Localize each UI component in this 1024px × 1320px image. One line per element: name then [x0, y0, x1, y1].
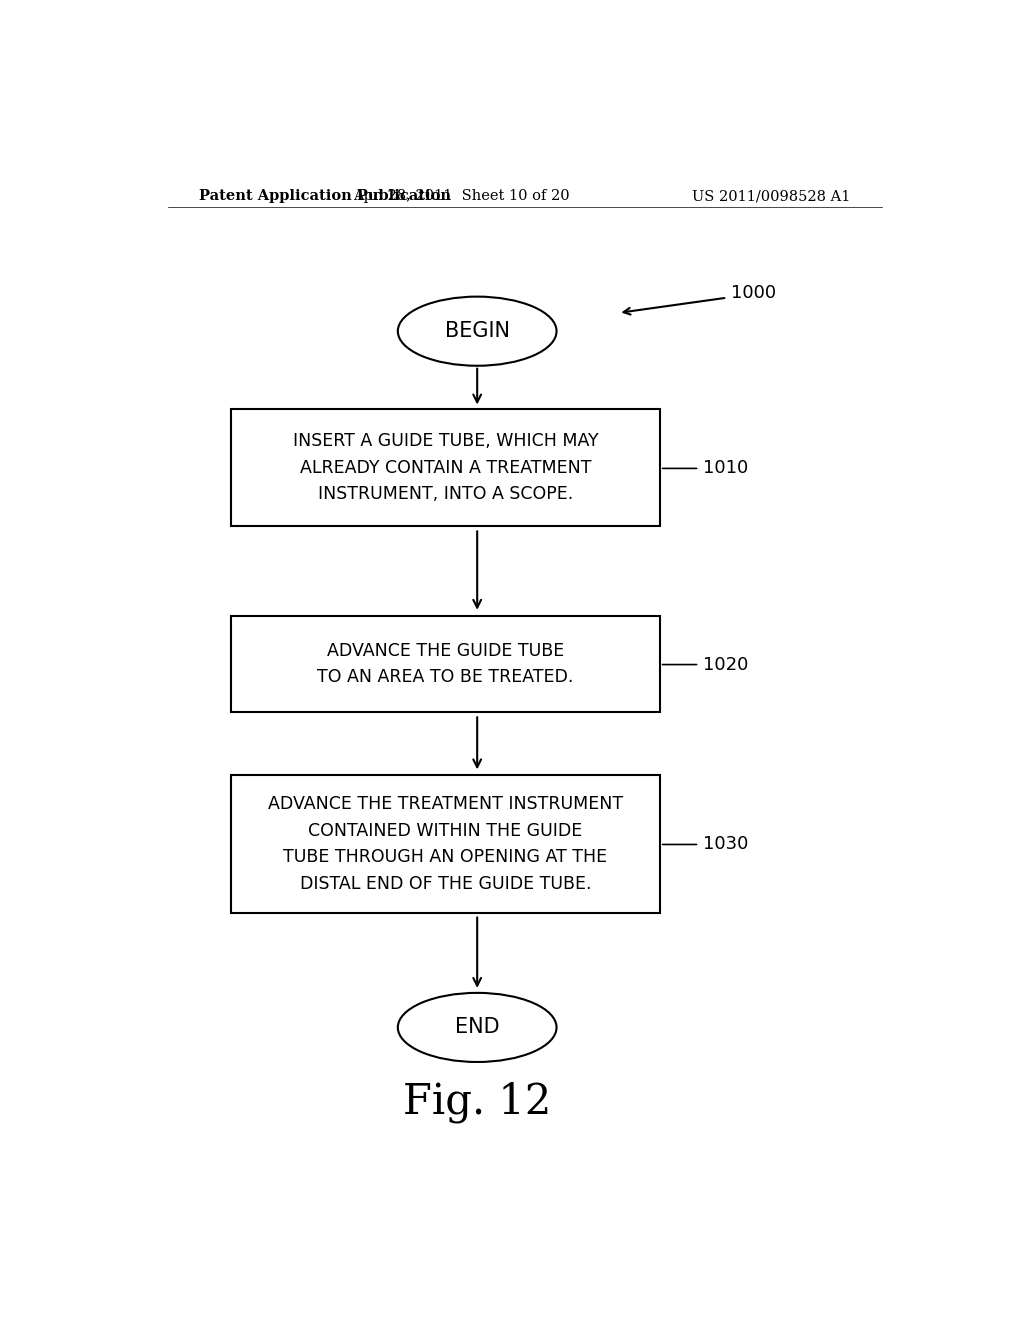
- Text: INSERT A GUIDE TUBE, WHICH MAY
ALREADY CONTAIN A TREATMENT
INSTRUMENT, INTO A SC: INSERT A GUIDE TUBE, WHICH MAY ALREADY C…: [293, 433, 598, 503]
- Text: ADVANCE THE GUIDE TUBE
TO AN AREA TO BE TREATED.: ADVANCE THE GUIDE TUBE TO AN AREA TO BE …: [317, 642, 573, 686]
- Text: END: END: [455, 1018, 500, 1038]
- Text: 1010: 1010: [703, 459, 749, 478]
- Text: 1030: 1030: [703, 836, 749, 854]
- Text: 1000: 1000: [731, 284, 776, 301]
- Text: Fig. 12: Fig. 12: [403, 1081, 551, 1122]
- Text: 1020: 1020: [703, 656, 749, 673]
- Text: Apr. 28, 2011  Sheet 10 of 20: Apr. 28, 2011 Sheet 10 of 20: [353, 189, 569, 203]
- Text: Patent Application Publication: Patent Application Publication: [200, 189, 452, 203]
- Text: ADVANCE THE TREATMENT INSTRUMENT
CONTAINED WITHIN THE GUIDE
TUBE THROUGH AN OPEN: ADVANCE THE TREATMENT INSTRUMENT CONTAIN…: [268, 796, 623, 892]
- Text: BEGIN: BEGIN: [444, 321, 510, 341]
- Text: US 2011/0098528 A1: US 2011/0098528 A1: [692, 189, 850, 203]
